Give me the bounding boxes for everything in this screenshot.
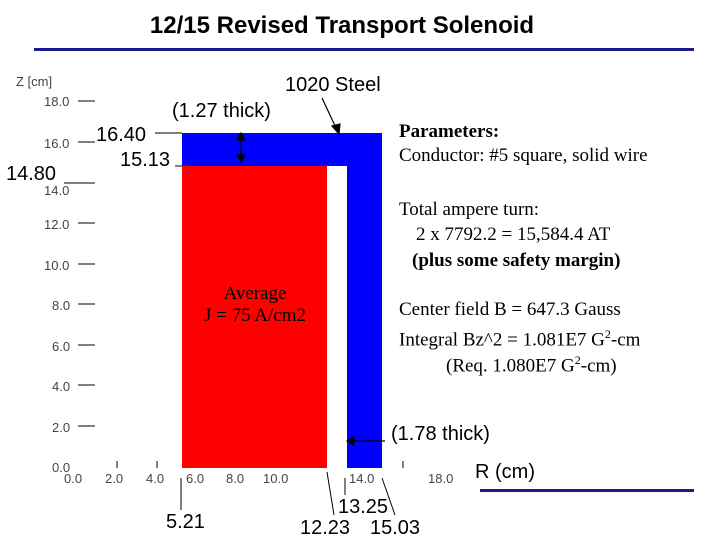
z-outer-label: 16.40 [96, 124, 147, 146]
r-tick-label-4: 4.0 [146, 471, 165, 486]
bottom-rule [480, 489, 694, 492]
req-prefix: (Req. 1.080E7 G [446, 355, 575, 377]
z-tick-label-2: 2.0 [52, 420, 71, 435]
r-tick-label-14: 14.0 [349, 471, 375, 486]
integral-prefix: Integral Bz^2 = 1.081E7 G [399, 329, 605, 351]
r-steel-outer-label: 15.03 [370, 517, 421, 539]
top-thickness-arrowhead-up [235, 131, 247, 141]
r-tick-label-18: 18.0 [428, 471, 454, 486]
r-tick-label-2: 2.0 [105, 471, 124, 486]
current-density-line1: Average [223, 283, 287, 304]
z-tick-label-4: 4.0 [52, 379, 71, 394]
z-coil-label: 14.80 [6, 163, 57, 185]
top-thickness-label: (1.27 thick) [172, 100, 271, 122]
steel-top-plate [182, 133, 382, 166]
z-axis-label: Z [cm] [16, 74, 53, 89]
safety-margin: (plus some safety margin) [412, 250, 621, 271]
z-inner-label: 15.13 [120, 149, 171, 171]
z-axis-ticks [78, 100, 95, 427]
integral-field: Integral Bz^2 = 1.081E7 G2-cm [399, 327, 640, 351]
steel-side-wall [347, 166, 382, 468]
steel-label-arrowhead [330, 123, 341, 136]
r-steel-inner-label: 13.25 [338, 496, 389, 518]
steel-label: 1020 Steel [285, 74, 381, 96]
current-density-line2: J = 75 A/cm2 [203, 305, 307, 326]
z-tick-label-18: 18.0 [44, 94, 70, 109]
integral-sup: 2 [604, 327, 611, 341]
title-rule [34, 48, 694, 51]
ampere-value: 2 x 7792.2 = 15,584.4 AT [416, 224, 611, 245]
side-thickness-label: (1.78 thick) [391, 423, 490, 445]
z-tick-label-14: 14.0 [44, 183, 70, 198]
r-coil-outer-label: 12.23 [300, 517, 351, 539]
z-tick-label-8: 8.0 [52, 298, 71, 313]
r-tick-label-8: 8.0 [226, 471, 245, 486]
r-inner-label: 5.21 [166, 511, 205, 533]
req-suffix: -cm) [580, 355, 617, 377]
parameters-conductor: Conductor: #5 square, solid wire [399, 145, 648, 166]
page-title: 12/15 Revised Transport Solenoid [149, 12, 535, 39]
r-tick-label-10: 10.0 [263, 471, 289, 486]
z-tick-label-0: 0.0 [52, 460, 71, 475]
r-axis-ticks [116, 461, 404, 468]
parameters-heading: Parameters: [399, 121, 500, 142]
conductor-region [182, 166, 327, 468]
center-field: Center field B = 647.3 Gauss [399, 299, 621, 320]
ampere-heading: Total ampere turn: [399, 199, 540, 220]
side-thickness-arrowhead [345, 435, 355, 447]
top-thickness-arrowhead-down [235, 154, 247, 164]
r-tick-label-0: 0.0 [64, 471, 83, 486]
req-sup: 2 [574, 353, 581, 367]
z-tick-label-10: 10.0 [44, 258, 70, 273]
z-tick-label-16: 16.0 [44, 136, 70, 151]
air-gap [327, 166, 347, 468]
leader-r-steel-outer [381, 477, 396, 516]
leader-r-coil [326, 471, 335, 516]
required-field: (Req. 1.080E7 G2-cm) [446, 353, 617, 377]
r-axis-label: R (cm) [475, 461, 535, 483]
z-tick-label-6: 6.0 [52, 339, 71, 354]
r-tick-label-6: 6.0 [186, 471, 205, 486]
z-tick-label-12: 12.0 [44, 217, 70, 232]
steel-label-arrow [321, 97, 338, 131]
integral-suffix: -cm [610, 329, 641, 351]
